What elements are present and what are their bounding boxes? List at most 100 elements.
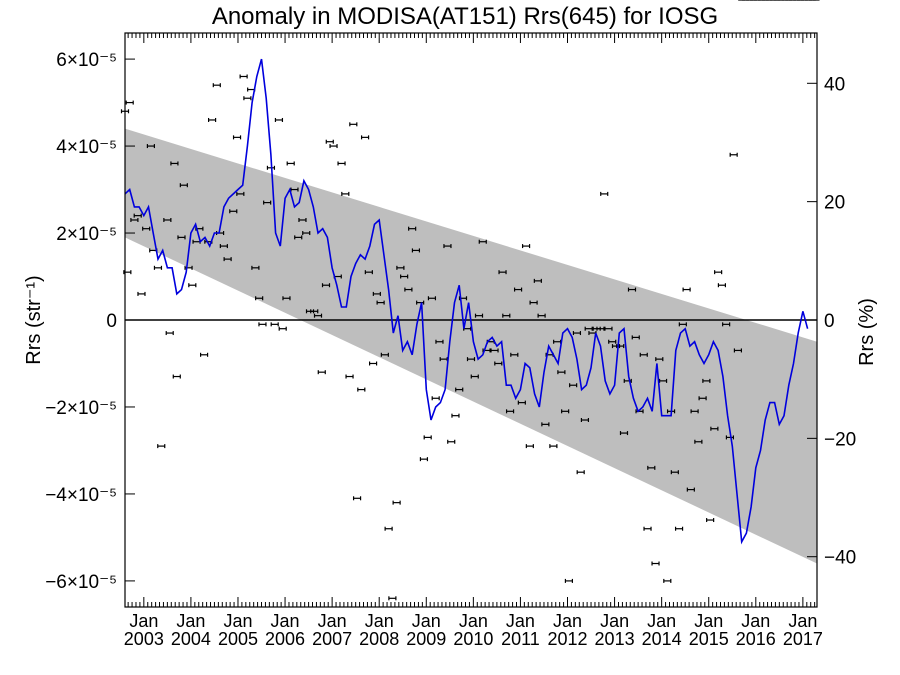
- data-point: [380, 352, 389, 357]
- data-point: [537, 313, 546, 318]
- x-tick-label-year: 2004: [171, 629, 211, 649]
- data-point: [541, 422, 550, 427]
- data-point: [443, 244, 452, 249]
- data-point: [313, 313, 323, 318]
- data-point: [564, 578, 574, 583]
- data-point: [431, 396, 440, 401]
- x-tick-label-year: 2007: [312, 629, 352, 649]
- data-point: [165, 331, 174, 336]
- x-tick-label-month: Jan: [318, 611, 347, 631]
- data-point: [282, 296, 291, 301]
- y2-tick-label: 20: [824, 193, 845, 214]
- trend-band: [125, 128, 817, 564]
- x-tick-label-month: Jan: [129, 611, 158, 631]
- x-tick-label-month: Jan: [600, 611, 629, 631]
- data-point: [302, 231, 311, 236]
- y2-tick-label: −40: [824, 548, 856, 569]
- data-point: [352, 496, 362, 501]
- data-point: [360, 135, 370, 140]
- data-point: [349, 122, 358, 127]
- y-tick-label: 6×10⁻⁵: [56, 50, 117, 71]
- data-point: [529, 300, 538, 305]
- data-point: [658, 378, 668, 383]
- data-point: [596, 326, 605, 331]
- data-point: [722, 322, 731, 327]
- data-point: [239, 74, 248, 79]
- data-point: [690, 409, 699, 414]
- data-point: [404, 287, 413, 292]
- data-point: [416, 300, 425, 305]
- y-axis-label-right: Rrs (%): [856, 298, 878, 366]
- data-point: [584, 326, 593, 331]
- data-point: [608, 339, 617, 344]
- data-point: [674, 526, 684, 531]
- data-point: [600, 191, 609, 196]
- data-point: [408, 226, 417, 231]
- data-point: [494, 361, 503, 366]
- data-point: [199, 352, 209, 357]
- x-tick-label-year: 2017: [783, 629, 823, 649]
- x-tick-label-year: 2010: [453, 629, 493, 649]
- data-point: [170, 161, 179, 166]
- data-point: [411, 248, 421, 253]
- x-tick-label-month: Jan: [271, 611, 300, 631]
- data-point: [569, 383, 578, 388]
- data-point: [557, 370, 566, 375]
- data-point: [321, 283, 331, 288]
- data-point: [572, 331, 582, 336]
- x-tick-label-year: 2003: [124, 629, 164, 649]
- x-tick-label-month: Jan: [553, 611, 582, 631]
- data-point: [396, 265, 405, 270]
- data-point: [255, 296, 264, 301]
- data-point: [125, 100, 134, 105]
- y-tick-label: −4×10⁻⁵: [45, 485, 117, 506]
- data-point: [298, 217, 307, 222]
- data-point: [236, 191, 245, 196]
- data-point: [510, 352, 519, 357]
- data-point: [223, 257, 232, 262]
- x-tick-label-year: 2006: [265, 629, 305, 649]
- y2-tick-label: 40: [824, 74, 845, 95]
- data-point: [188, 283, 197, 288]
- data-point: [635, 409, 644, 414]
- data-point: [177, 235, 186, 240]
- data-point: [698, 396, 707, 401]
- data-point: [447, 439, 456, 444]
- data-point: [317, 370, 326, 375]
- data-point: [423, 435, 432, 440]
- y2-tick-label: −20: [824, 429, 856, 450]
- data-point: [619, 431, 629, 436]
- y-tick-label: 0: [106, 311, 117, 332]
- x-tick-label-year: 2005: [218, 629, 258, 649]
- data-point: [274, 117, 284, 122]
- data-point: [364, 270, 373, 275]
- data-point: [357, 387, 366, 392]
- y-tick-label: −2×10⁻⁵: [45, 398, 117, 419]
- x-tick-label-year: 2008: [359, 629, 399, 649]
- y-tick-label: 4×10⁻⁵: [56, 137, 117, 158]
- data-point: [663, 578, 672, 583]
- data-point: [419, 457, 429, 462]
- data-point: [251, 265, 260, 270]
- data-point: [478, 239, 487, 244]
- data-point: [157, 444, 166, 449]
- data-point: [133, 213, 142, 218]
- data-point: [372, 291, 381, 296]
- data-point: [706, 518, 715, 523]
- x-tick-label-month: Jan: [365, 611, 394, 631]
- data-point: [153, 265, 163, 270]
- data-point: [710, 426, 719, 431]
- data-point: [392, 500, 401, 505]
- data-point: [686, 487, 695, 492]
- data-point: [502, 313, 511, 318]
- data-point: [651, 561, 660, 566]
- data-point: [490, 348, 499, 353]
- data-point: [258, 322, 267, 327]
- data-point: [466, 357, 476, 362]
- data-point: [163, 217, 172, 222]
- data-point: [400, 274, 409, 279]
- data-point: [137, 291, 146, 296]
- axes: −6×10⁻⁵ −4×10⁻⁵ −2×10⁻⁵ 0 2×10⁻⁵ 4×10⁻⁵ 6×10⁻⁵…: [45, 33, 856, 649]
- data-point: [427, 296, 437, 301]
